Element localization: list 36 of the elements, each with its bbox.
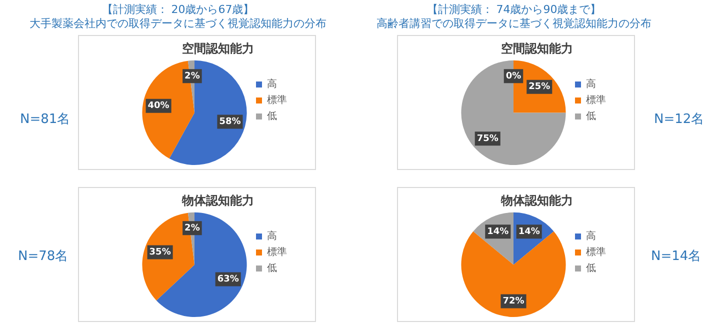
text: N=12名: [654, 111, 704, 128]
legend-label: 標準: [586, 94, 606, 106]
text: 大手製薬会社内での取得データに基づく視覚認知能力の分布: [28, 17, 328, 31]
chart-title: 空間認知能力: [182, 41, 254, 56]
data-label: 14%: [518, 226, 540, 237]
data-label: 58%: [219, 117, 241, 128]
legend-label: 標準: [586, 246, 606, 258]
legend-label: 低: [586, 111, 596, 122]
data-label: 63%: [217, 274, 239, 285]
text: N=81名: [20, 111, 70, 128]
text: N=14名: [651, 248, 702, 265]
chart-title: 空間認知能力: [501, 41, 573, 56]
legend-label: 高: [267, 78, 277, 90]
chart-title: 物体認知能力: [500, 193, 573, 208]
legend-label: 低: [267, 263, 277, 274]
legend-label: 標準: [267, 246, 287, 258]
data-label: 40%: [148, 101, 170, 112]
legend-label: 標準: [267, 94, 287, 106]
data-label: 35%: [149, 248, 171, 258]
text: 高齢者講習での取得データに基づく視覚認知能力の分布: [376, 17, 652, 31]
data-label: 72%: [502, 296, 524, 307]
text: 【計測実績： 74歳から90歳まで】: [426, 3, 602, 17]
legend-label: 高: [267, 230, 277, 242]
legend-label: 高: [586, 78, 596, 90]
text: 0%: [506, 71, 522, 82]
chart-title: 物体認知能力: [181, 193, 254, 208]
data-label: 2%: [184, 224, 200, 234]
legend-label: 高: [586, 230, 596, 242]
data-label: 25%: [528, 82, 550, 92]
data-label: 2%: [184, 72, 200, 82]
data-label: 75%: [476, 134, 498, 144]
text: 【計測実績： 20歳から67歳】: [100, 3, 256, 17]
text: N=78名: [18, 248, 68, 265]
legend-label: 低: [267, 111, 277, 122]
data-label: 14%: [487, 226, 509, 237]
legend-label: 低: [586, 263, 596, 274]
